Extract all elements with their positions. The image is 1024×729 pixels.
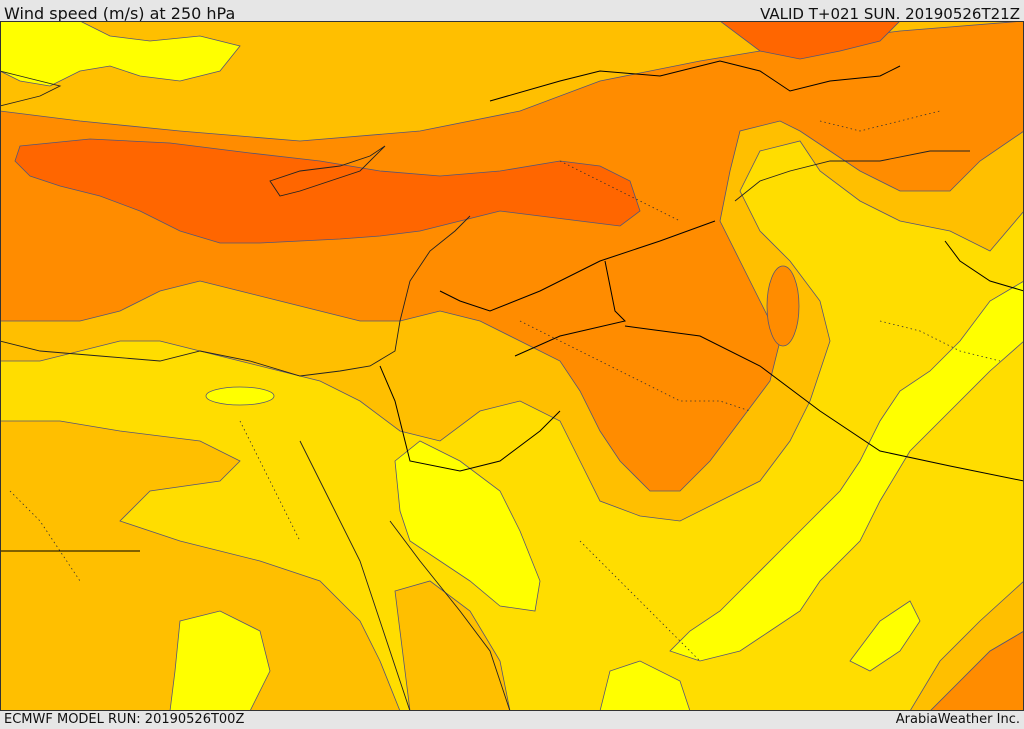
valid-time: VALID T+021 SUN. 20190526T21Z [760, 5, 1020, 23]
wind-band-light-south [169, 610, 271, 711]
wind-band-mid-southeast [909, 580, 1024, 711]
wind-band-light-southeast [849, 600, 921, 672]
wind-band-light-patch [205, 386, 275, 406]
wind-speed-map [0, 21, 1024, 711]
wind-band-light-northwest [0, 21, 241, 87]
wind-band-light-bottom [599, 660, 691, 711]
province-boundaries [9, 110, 1001, 662]
wind-band-light-center [394, 440, 541, 612]
wind-band-light-east [669, 280, 1024, 662]
wind-band-jet-north [719, 21, 901, 60]
wind-band-jet-core [14, 138, 641, 244]
model-run-label: ECMWF MODEL RUN: 20190526T00Z [4, 712, 245, 727]
coastlines [0, 70, 970, 711]
credit-label: ArabiaWeather Inc. [895, 712, 1020, 727]
wind-band-strong-patch [766, 265, 800, 347]
wind-band-mid-southwest [0, 420, 401, 711]
map-title: Wind speed (m/s) at 250 hPa [4, 4, 236, 23]
wind-band-mid-south [394, 580, 511, 711]
country-borders [0, 60, 1024, 552]
